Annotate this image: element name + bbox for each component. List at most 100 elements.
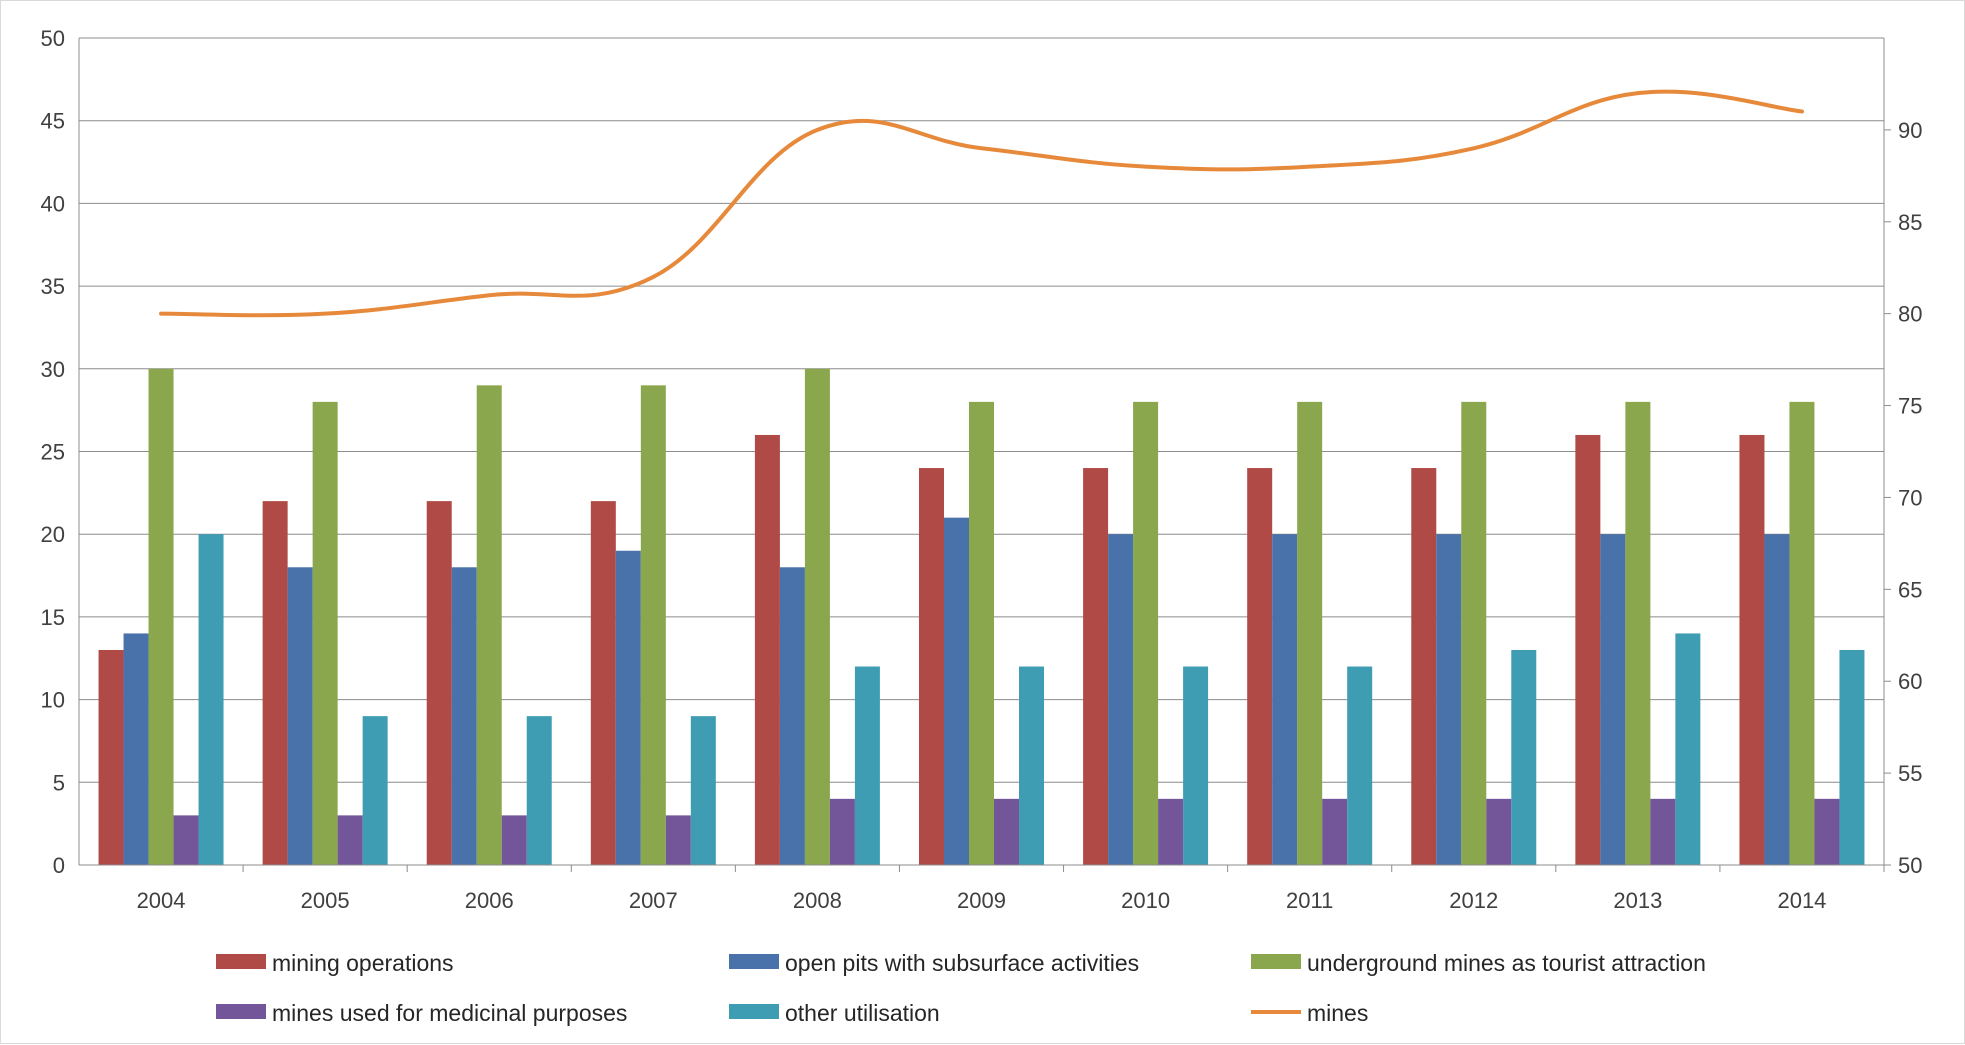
bar-mining-operations <box>263 501 288 865</box>
bar-open-pits-with-subsurface-activities <box>1600 534 1625 865</box>
legend: mining operations open pits with subsurfa… <box>216 950 1706 1026</box>
x-tick-label: 2008 <box>793 888 842 913</box>
bar-open-pits-with-subsurface-activities <box>1764 534 1789 865</box>
bar-underground-mines-as-tourist-attraction <box>641 385 666 865</box>
bar-underground-mines-as-tourist-attraction <box>805 369 830 865</box>
bar-open-pits-with-subsurface-activities <box>1108 534 1133 865</box>
bar-underground-mines-as-tourist-attraction <box>149 369 174 865</box>
legend-swatch <box>216 1004 266 1019</box>
bar-mines-used-for-medicinal-purposes <box>830 799 855 865</box>
x-tick-label: 2005 <box>301 888 350 913</box>
bar-underground-mines-as-tourist-attraction <box>1133 402 1158 865</box>
bar-other-utilisation <box>1511 650 1536 865</box>
legend-label: other utilisation <box>785 1000 940 1026</box>
bar-other-utilisation <box>855 667 880 865</box>
legend-label: open pits with subsurface activities <box>785 950 1139 976</box>
bar-underground-mines-as-tourist-attraction <box>969 402 994 865</box>
bar-other-utilisation <box>1347 667 1372 865</box>
x-tick-label: 2004 <box>137 888 186 913</box>
legend-item-other-utilisation: other utilisation <box>729 1000 940 1026</box>
y-left-tick-label: 15 <box>41 605 65 630</box>
y-left-tick-label: 10 <box>41 688 65 713</box>
bar-mines-used-for-medicinal-purposes <box>502 815 527 865</box>
bar-mining-operations <box>99 650 124 865</box>
x-tick-label: 2007 <box>629 888 678 913</box>
bar-underground-mines-as-tourist-attraction <box>1461 402 1486 865</box>
bar-open-pits-with-subsurface-activities <box>616 551 641 865</box>
legend-swatch <box>1251 954 1301 969</box>
bar-mining-operations <box>919 468 944 865</box>
bar-mines-used-for-medicinal-purposes <box>1814 799 1839 865</box>
bar-mines-used-for-medicinal-purposes <box>1322 799 1347 865</box>
bar-mines-used-for-medicinal-purposes <box>174 815 199 865</box>
x-tick-label: 2013 <box>1613 888 1662 913</box>
bar-open-pits-with-subsurface-activities <box>780 567 805 865</box>
legend-label: mines used for medicinal purposes <box>272 1000 627 1026</box>
y-left-tick-label: 20 <box>41 522 65 547</box>
y-right-tick-label: 55 <box>1898 761 1922 786</box>
y-left-tick-label: 35 <box>41 274 65 299</box>
bar-open-pits-with-subsurface-activities <box>1272 534 1297 865</box>
bar-other-utilisation <box>1675 633 1700 865</box>
bar-open-pits-with-subsurface-activities <box>944 518 969 865</box>
bar-mining-operations <box>1083 468 1108 865</box>
x-tick-label: 2012 <box>1449 888 1498 913</box>
legend-item-mining-operations: mining operations <box>216 950 454 976</box>
bar-other-utilisation <box>1019 667 1044 865</box>
y-left-tick-label: 50 <box>41 26 65 51</box>
bar-other-utilisation <box>199 534 224 865</box>
y-right-tick-label: 75 <box>1898 394 1922 419</box>
bar-mines-used-for-medicinal-purposes <box>1158 799 1183 865</box>
x-tick-label: 2010 <box>1121 888 1170 913</box>
bar-other-utilisation <box>691 716 716 865</box>
legend-swatch <box>216 954 266 969</box>
bar-open-pits-with-subsurface-activities <box>124 633 149 865</box>
bar-mining-operations <box>1411 468 1436 865</box>
y-right-tick-label: 50 <box>1898 853 1922 878</box>
y-left-tick-label: 30 <box>41 357 65 382</box>
y-right-tick-label: 90 <box>1898 118 1922 143</box>
x-tick-label: 2009 <box>957 888 1006 913</box>
bar-underground-mines-as-tourist-attraction <box>313 402 338 865</box>
y-left-tick-label: 25 <box>41 440 65 465</box>
legend-item-open-pits-with-subsurface-activities: open pits with subsurface activities <box>729 950 1139 976</box>
y-left-tick-label: 0 <box>53 853 65 878</box>
bar-mines-used-for-medicinal-purposes <box>1650 799 1675 865</box>
bar-open-pits-with-subsurface-activities <box>452 567 477 865</box>
bar-mining-operations <box>591 501 616 865</box>
legend-swatch <box>729 1004 779 1019</box>
bar-underground-mines-as-tourist-attraction <box>1297 402 1322 865</box>
y-left-tick-label: 5 <box>53 770 65 795</box>
bar-open-pits-with-subsurface-activities <box>288 567 313 865</box>
bar-mining-operations <box>755 435 780 865</box>
bar-underground-mines-as-tourist-attraction <box>477 385 502 865</box>
bar-mining-operations <box>427 501 452 865</box>
bar-underground-mines-as-tourist-attraction <box>1625 402 1650 865</box>
bar-other-utilisation <box>1839 650 1864 865</box>
y-left-tick-label: 40 <box>41 191 65 216</box>
legend-item-mines: mines <box>1251 1000 1368 1026</box>
legend-label: underground mines as tourist attraction <box>1307 950 1706 976</box>
bar-other-utilisation <box>1183 667 1208 865</box>
y-right-tick-label: 70 <box>1898 485 1922 510</box>
y-right-tick-label: 80 <box>1898 302 1922 327</box>
bar-mines-used-for-medicinal-purposes <box>994 799 1019 865</box>
legend-label: mines <box>1307 1000 1368 1026</box>
legend-item-underground-mines-as-tourist-attraction: underground mines as tourist attraction <box>1251 950 1706 976</box>
bar-open-pits-with-subsurface-activities <box>1436 534 1461 865</box>
y-left-tick-label: 45 <box>41 109 65 134</box>
bar-mining-operations <box>1739 435 1764 865</box>
bar-mining-operations <box>1247 468 1272 865</box>
legend-swatch <box>729 954 779 969</box>
bar-other-utilisation <box>527 716 552 865</box>
x-tick-label: 2014 <box>1777 888 1826 913</box>
bar-mining-operations <box>1575 435 1600 865</box>
bar-mines-used-for-medicinal-purposes <box>338 815 363 865</box>
legend-item-mines-used-for-medicinal-purposes: mines used for medicinal purposes <box>216 1000 627 1026</box>
x-tick-label: 2011 <box>1286 888 1333 913</box>
bar-underground-mines-as-tourist-attraction <box>1789 402 1814 865</box>
y-right-tick-label: 85 <box>1898 210 1922 235</box>
bar-mines-used-for-medicinal-purposes <box>1486 799 1511 865</box>
